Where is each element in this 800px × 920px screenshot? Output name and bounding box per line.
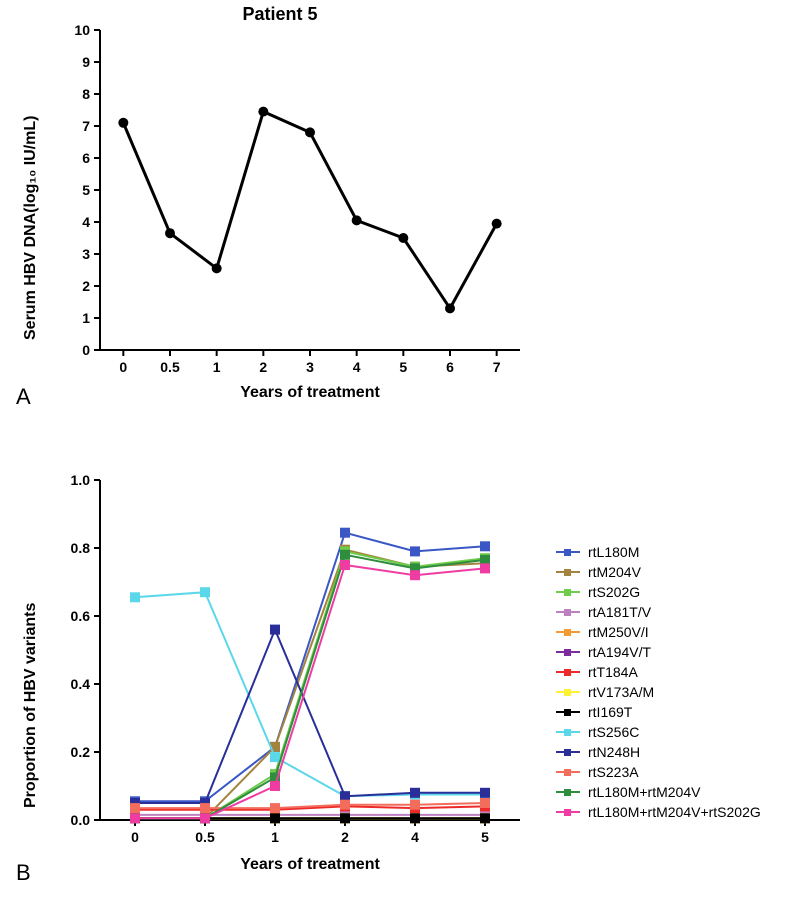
- legend-label: rtL180M: [588, 544, 639, 560]
- panel-a-letter: A: [16, 384, 31, 410]
- legend-item: rtI169T: [556, 702, 761, 722]
- legend-item: rtV173A/M: [556, 682, 761, 702]
- svg-text:2: 2: [341, 829, 349, 845]
- svg-text:0: 0: [119, 359, 127, 375]
- legend-label: rtL180M+rtM204V+rtS202G: [588, 804, 761, 820]
- legend-line-icon: [556, 731, 580, 734]
- svg-text:1: 1: [271, 829, 279, 845]
- svg-text:0.8: 0.8: [71, 540, 91, 556]
- legend-label: rtM204V: [588, 564, 641, 580]
- svg-text:0: 0: [131, 829, 139, 845]
- svg-text:5: 5: [481, 829, 489, 845]
- legend-line-icon: [556, 571, 580, 574]
- svg-text:3: 3: [306, 359, 314, 375]
- svg-text:5: 5: [399, 359, 407, 375]
- svg-text:0: 0: [82, 342, 90, 358]
- legend-marker-icon: [564, 709, 571, 716]
- svg-text:9: 9: [82, 54, 90, 70]
- svg-text:1: 1: [82, 310, 90, 326]
- svg-text:8: 8: [82, 86, 90, 102]
- legend-marker-icon: [564, 669, 571, 676]
- legend-label: rtV173A/M: [588, 684, 654, 700]
- legend-marker-icon: [564, 749, 571, 756]
- legend-marker-icon: [564, 729, 571, 736]
- svg-text:0.5: 0.5: [195, 829, 215, 845]
- legend-line-icon: [556, 791, 580, 794]
- chart-b-xlabel: Years of treatment: [100, 856, 520, 874]
- legend-marker-icon: [564, 569, 571, 576]
- panel-b-letter: B: [16, 860, 31, 886]
- legend-marker-icon: [564, 809, 571, 816]
- svg-text:4: 4: [411, 829, 419, 845]
- legend-line-icon: [556, 691, 580, 694]
- svg-text:5: 5: [82, 182, 90, 198]
- svg-text:0.6: 0.6: [71, 608, 91, 624]
- legend-item: rtM204V: [556, 562, 761, 582]
- figure: Patient 5 01234567891000.51234567 Serum …: [0, 0, 800, 916]
- svg-text:0.0: 0.0: [71, 812, 91, 828]
- legend-marker-icon: [564, 769, 571, 776]
- legend-line-icon: [556, 711, 580, 714]
- legend-label: rtA194V/T: [588, 644, 651, 660]
- legend-item: rtS223A: [556, 762, 761, 782]
- chart-a: 01234567891000.51234567: [0, 30, 560, 440]
- legend-line-icon: [556, 651, 580, 654]
- legend-item: rtS256C: [556, 722, 761, 742]
- legend-line-icon: [556, 811, 580, 814]
- legend-item: rtS202G: [556, 582, 761, 602]
- svg-text:2: 2: [82, 278, 90, 294]
- legend-label: rtI169T: [588, 704, 632, 720]
- legend-item: rtT184A: [556, 662, 761, 682]
- legend-line-icon: [556, 671, 580, 674]
- svg-text:4: 4: [353, 359, 361, 375]
- legend-label: rtT184A: [588, 664, 638, 680]
- legend-marker-icon: [564, 609, 571, 616]
- svg-text:7: 7: [82, 118, 90, 134]
- legend-marker-icon: [564, 789, 571, 796]
- legend-item: rtM250V/I: [556, 622, 761, 642]
- legend-item: rtL180M+rtM204V+rtS202G: [556, 802, 761, 822]
- legend-marker-icon: [564, 589, 571, 596]
- chart-a-xlabel: Years of treatment: [100, 384, 520, 402]
- legend-label: rtL180M+rtM204V: [588, 784, 700, 800]
- legend-label: rtS223A: [588, 764, 639, 780]
- legend-item: rtN248H: [556, 742, 761, 762]
- legend-label: rtM250V/I: [588, 624, 649, 640]
- svg-text:0.5: 0.5: [160, 359, 180, 375]
- legend-marker-icon: [564, 549, 571, 556]
- chart-b-ylabel: Proportion of HBV variants: [22, 603, 40, 808]
- svg-text:6: 6: [82, 150, 90, 166]
- legend-label: rtN248H: [588, 744, 640, 760]
- svg-text:4: 4: [82, 214, 90, 230]
- chart-a-ylabel: Serum HBV DNA(log₁₀ IU/mL): [22, 116, 40, 341]
- svg-text:2: 2: [259, 359, 267, 375]
- legend-item: rtA181T/V: [556, 602, 761, 622]
- legend-item: rtL180M: [556, 542, 761, 562]
- chart-b: 0.00.20.40.60.81.000.51245: [0, 480, 560, 920]
- svg-text:7: 7: [493, 359, 501, 375]
- legend-label: rtS202G: [588, 584, 640, 600]
- svg-text:0.4: 0.4: [71, 676, 91, 692]
- legend-marker-icon: [564, 689, 571, 696]
- legend-line-icon: [556, 591, 580, 594]
- svg-text:1: 1: [213, 359, 221, 375]
- legend-label: rtS256C: [588, 724, 639, 740]
- svg-text:10: 10: [74, 22, 90, 38]
- legend-marker-icon: [564, 649, 571, 656]
- svg-text:6: 6: [446, 359, 454, 375]
- legend-line-icon: [556, 611, 580, 614]
- legend-label: rtA181T/V: [588, 604, 651, 620]
- legend-line-icon: [556, 751, 580, 754]
- svg-text:1.0: 1.0: [71, 472, 91, 488]
- legend-line-icon: [556, 771, 580, 774]
- legend-line-icon: [556, 551, 580, 554]
- chart-b-legend: rtL180M rtM204V rtS202G rtA181T/V rtM250V/I r…: [556, 542, 761, 822]
- legend-item: rtL180M+rtM204V: [556, 782, 761, 802]
- legend-item: rtA194V/T: [556, 642, 761, 662]
- svg-text:0.2: 0.2: [71, 744, 91, 760]
- svg-text:3: 3: [82, 246, 90, 262]
- legend-marker-icon: [564, 629, 571, 636]
- legend-line-icon: [556, 631, 580, 634]
